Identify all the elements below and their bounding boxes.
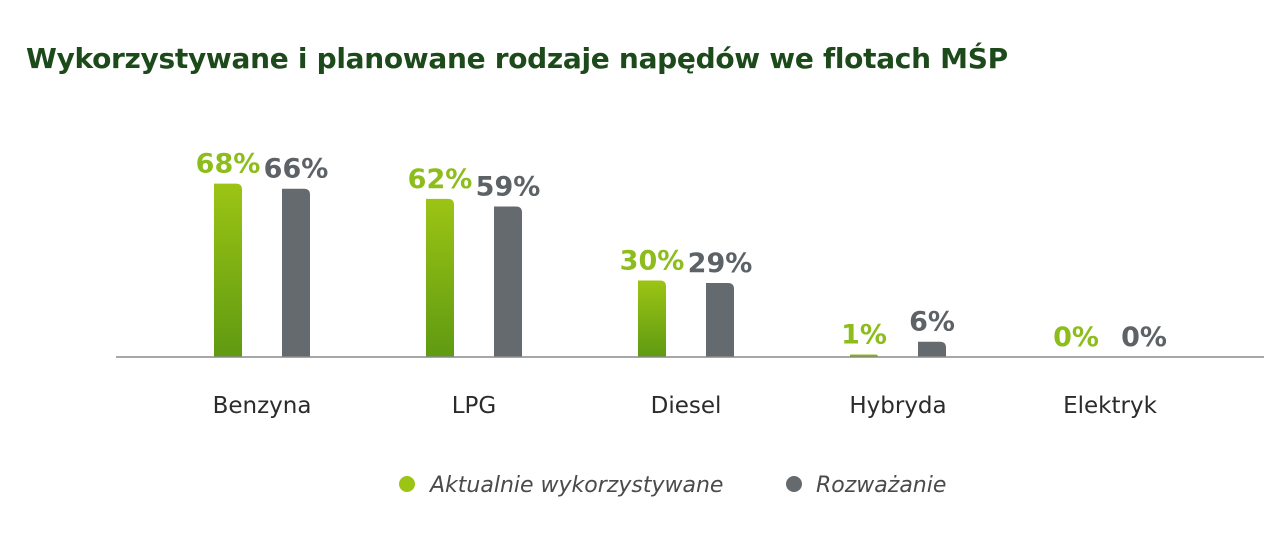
bar-hybryda-series-2	[918, 341, 946, 357]
bar-diesel-series-1	[638, 280, 666, 357]
legend-marker-series-1	[399, 476, 415, 492]
value-label-benzyna-series-2: 66%	[264, 154, 329, 185]
legend-label-series-2: Rozważanie	[816, 473, 946, 498]
bar-diesel-series-2	[706, 283, 734, 357]
value-label-lpg-series-2: 59%	[476, 172, 541, 203]
legend: Aktualnie wykorzystywane Rozważanie	[399, 473, 946, 498]
chart-title: Wykorzystywane i planowane rodzaje napęd…	[26, 42, 1008, 75]
bar-lpg-series-2	[494, 206, 522, 357]
value-label-hybryda-series-2: 6%	[909, 307, 955, 338]
legend-marker-series-2	[786, 476, 802, 492]
value-label-diesel-series-1: 30%	[620, 246, 685, 277]
bar-lpg-series-1	[426, 198, 454, 357]
bar-benzyna-series-1	[214, 183, 242, 357]
bars-layer	[214, 183, 946, 357]
value-label-elektryk-series-2: 0%	[1121, 322, 1167, 353]
category-label-hybryda: Hybryda	[849, 393, 946, 419]
value-label-elektryk-series-1: 0%	[1053, 322, 1099, 353]
category-label-diesel: Diesel	[651, 393, 722, 419]
value-label-benzyna-series-1: 68%	[196, 149, 261, 180]
bar-benzyna-series-2	[282, 188, 310, 357]
category-label-elektryk: Elektryk	[1063, 393, 1157, 419]
legend-label-series-1: Aktualnie wykorzystywane	[428, 473, 723, 498]
category-label-benzyna: Benzyna	[213, 393, 312, 419]
value-label-diesel-series-2: 29%	[688, 248, 753, 279]
value-label-hybryda-series-1: 1%	[841, 319, 887, 350]
value-label-lpg-series-1: 62%	[408, 164, 473, 195]
category-label-lpg: LPG	[452, 393, 497, 419]
labels-layer: 68% 66% Benzyna 62% 59% LPG 30% 29% Diesel 1% 6% Hy…	[196, 149, 1167, 419]
